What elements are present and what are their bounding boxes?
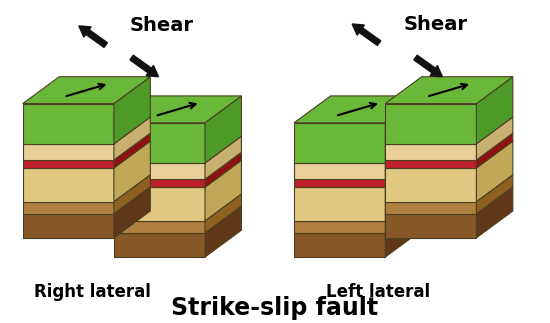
Polygon shape bbox=[114, 133, 150, 168]
Text: Shear: Shear bbox=[130, 16, 194, 36]
Polygon shape bbox=[386, 96, 422, 163]
Text: Right lateral: Right lateral bbox=[34, 283, 151, 301]
Polygon shape bbox=[114, 175, 150, 214]
Polygon shape bbox=[386, 104, 476, 144]
FancyArrow shape bbox=[79, 26, 107, 47]
Polygon shape bbox=[114, 141, 150, 202]
FancyArrow shape bbox=[130, 55, 158, 77]
Polygon shape bbox=[23, 144, 114, 160]
Polygon shape bbox=[386, 202, 476, 214]
Polygon shape bbox=[476, 175, 513, 214]
Polygon shape bbox=[386, 206, 422, 257]
Text: Shear: Shear bbox=[404, 15, 468, 34]
Polygon shape bbox=[23, 160, 114, 168]
Polygon shape bbox=[23, 214, 114, 238]
Polygon shape bbox=[386, 194, 422, 233]
Polygon shape bbox=[205, 160, 241, 221]
Polygon shape bbox=[205, 152, 241, 187]
Polygon shape bbox=[205, 96, 241, 163]
Polygon shape bbox=[386, 168, 476, 202]
Polygon shape bbox=[476, 117, 513, 160]
Polygon shape bbox=[386, 152, 422, 187]
Polygon shape bbox=[23, 104, 114, 144]
Polygon shape bbox=[114, 187, 150, 238]
Polygon shape bbox=[114, 221, 205, 233]
Polygon shape bbox=[476, 187, 513, 238]
Polygon shape bbox=[294, 179, 386, 187]
Polygon shape bbox=[23, 77, 150, 104]
Text: Strike-slip fault: Strike-slip fault bbox=[172, 297, 378, 320]
Polygon shape bbox=[386, 214, 476, 238]
Polygon shape bbox=[386, 144, 476, 160]
FancyArrow shape bbox=[352, 24, 381, 46]
Polygon shape bbox=[476, 141, 513, 202]
Polygon shape bbox=[205, 194, 241, 233]
Polygon shape bbox=[294, 187, 386, 221]
Polygon shape bbox=[114, 233, 205, 257]
Polygon shape bbox=[114, 117, 150, 160]
Polygon shape bbox=[114, 163, 205, 179]
Polygon shape bbox=[114, 77, 150, 144]
Polygon shape bbox=[294, 233, 386, 257]
Polygon shape bbox=[476, 133, 513, 168]
Polygon shape bbox=[476, 77, 513, 144]
Polygon shape bbox=[205, 206, 241, 257]
FancyArrow shape bbox=[414, 55, 442, 77]
Polygon shape bbox=[205, 136, 241, 179]
Polygon shape bbox=[386, 77, 513, 104]
Polygon shape bbox=[294, 123, 386, 163]
Polygon shape bbox=[386, 136, 422, 179]
Polygon shape bbox=[386, 160, 476, 168]
Polygon shape bbox=[114, 96, 241, 123]
Polygon shape bbox=[114, 123, 205, 163]
Polygon shape bbox=[294, 163, 386, 179]
Polygon shape bbox=[294, 96, 422, 123]
Polygon shape bbox=[386, 160, 422, 221]
Polygon shape bbox=[114, 187, 205, 221]
Polygon shape bbox=[114, 179, 205, 187]
Text: Left lateral: Left lateral bbox=[326, 283, 430, 301]
Polygon shape bbox=[23, 202, 114, 214]
Polygon shape bbox=[294, 221, 386, 233]
Polygon shape bbox=[23, 168, 114, 202]
